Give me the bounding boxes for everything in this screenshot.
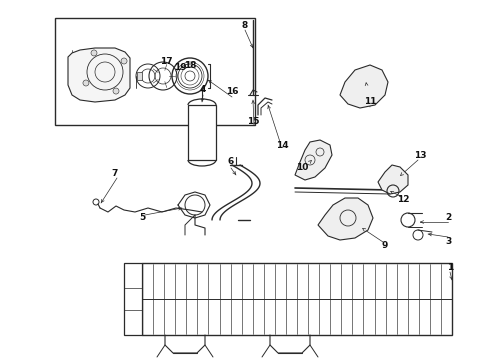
- Text: 1: 1: [447, 262, 453, 271]
- Polygon shape: [378, 165, 408, 194]
- Text: 10: 10: [296, 163, 308, 172]
- Text: 11: 11: [364, 98, 376, 107]
- Circle shape: [83, 80, 89, 86]
- Text: 5: 5: [139, 212, 145, 221]
- Text: 14: 14: [276, 140, 288, 149]
- Text: 19: 19: [173, 63, 186, 72]
- Text: 9: 9: [382, 240, 388, 249]
- Bar: [142, 263, 452, 335]
- Circle shape: [91, 50, 97, 56]
- Bar: [137, 72, 142, 80]
- Bar: [188, 105, 216, 160]
- Text: 17: 17: [160, 58, 172, 67]
- Text: 18: 18: [184, 60, 196, 69]
- Bar: [124, 263, 142, 335]
- Text: 15: 15: [247, 117, 259, 126]
- Polygon shape: [295, 140, 332, 180]
- Polygon shape: [68, 48, 130, 102]
- Polygon shape: [340, 65, 388, 108]
- Text: 12: 12: [397, 195, 409, 204]
- Text: 13: 13: [414, 150, 426, 159]
- Bar: [55, 18, 255, 125]
- Text: 6: 6: [228, 158, 234, 166]
- Text: 8: 8: [242, 21, 248, 30]
- Text: 2: 2: [445, 212, 451, 221]
- Circle shape: [121, 58, 127, 64]
- Polygon shape: [318, 198, 373, 240]
- Text: 3: 3: [445, 238, 451, 247]
- Text: 16: 16: [226, 87, 238, 96]
- Circle shape: [113, 88, 119, 94]
- Text: 4: 4: [200, 85, 206, 94]
- Text: 7: 7: [112, 168, 118, 177]
